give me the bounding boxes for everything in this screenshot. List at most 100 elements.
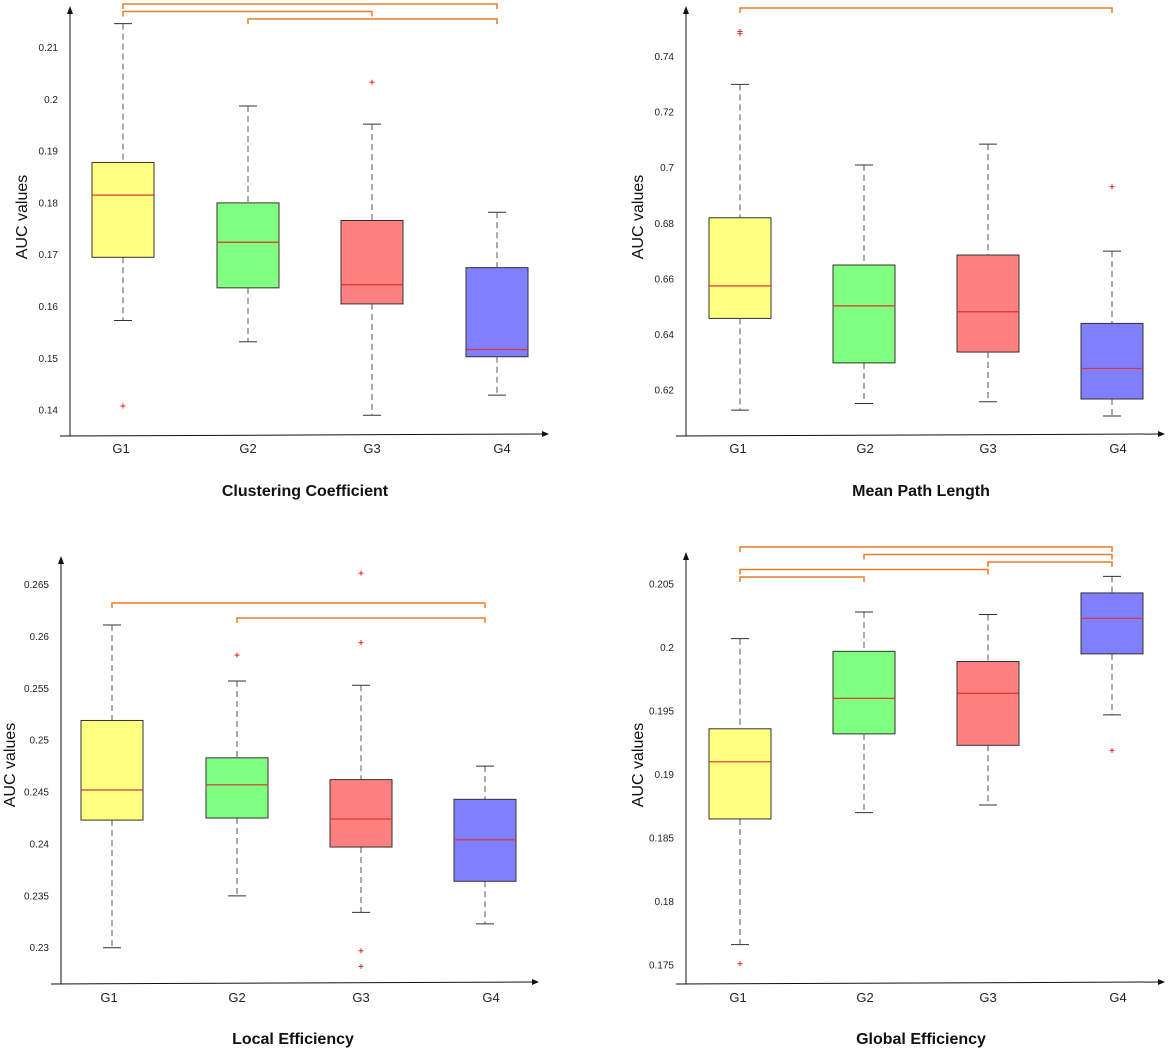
outlier-marker: [1109, 747, 1115, 753]
y-axis-label: AUC values: [2, 723, 19, 807]
y-tick-label: 0.68: [655, 219, 675, 230]
y-axis-arrow: [683, 6, 689, 14]
y-tick-label: 0.245: [24, 788, 49, 799]
x-tick-label: G3: [979, 990, 996, 1005]
box-g3: [956, 254, 1020, 353]
panel-clustering-coefficient: Clustering Coefficient AUC values G1 G2 …: [14, 175, 511, 500]
chart-title: Mean Path Length: [852, 483, 990, 500]
chart-title: Global Efficiency: [856, 1031, 986, 1048]
y-tick-label: 0.24: [30, 839, 50, 850]
y-tick-label: 0.72: [655, 108, 675, 119]
chart-title: Clustering Coefficient: [222, 483, 389, 500]
box-g1: [708, 217, 772, 319]
outlier-marker: [358, 963, 364, 969]
outlier-marker: [1109, 184, 1115, 190]
y-axis-arrow: [58, 556, 64, 564]
panel-local-efficiency: Local Efficiency AUC values G1 G2 G3 G4: [2, 723, 500, 1048]
y-tick-label: 0.26: [30, 632, 50, 643]
box-g4: [1080, 592, 1144, 655]
y-tick-label: 0.15: [39, 354, 59, 365]
x-tick-label: G2: [856, 990, 873, 1005]
x-axis-line: [50, 981, 534, 985]
outlier-marker: [369, 79, 375, 85]
y-tick-label: 0.62: [655, 386, 675, 397]
x-tick-label: G2: [856, 441, 873, 456]
y-tick-label: 0.185: [649, 833, 674, 844]
y-tick-label: 0.23: [30, 943, 50, 954]
x-tick-label: G4: [482, 990, 499, 1005]
x-axis-arrow: [532, 979, 539, 985]
y-tick-label: 0.255: [24, 684, 49, 695]
y-tick-label: 0.205: [649, 580, 674, 591]
box-g4: [465, 267, 529, 358]
y-tick-label: 0.16: [39, 302, 59, 313]
significance-bracket: [739, 576, 865, 582]
y-tick-label: 0.21: [39, 43, 59, 54]
outlier-marker: [358, 948, 364, 954]
plot-area: 0.62 0.64 0.66 0.68 0.7 0.72 0.74: [655, 6, 1165, 437]
y-tick-label: 0.7: [660, 163, 674, 174]
box-g1: [91, 161, 155, 258]
significance-bracket: [247, 18, 498, 24]
plot-area: 0.175 0.18 0.185 0.19 0.195 0.2 0.205: [649, 546, 1165, 985]
box-g2: [216, 202, 280, 289]
significance-bracket: [739, 7, 1113, 13]
outlier-marker: [737, 961, 743, 967]
y-axis-arrow: [683, 552, 689, 560]
y-axis-arrow: [67, 6, 73, 14]
panel-global-efficiency: Global Efficiency AUC values G1 G2 G3 G4: [630, 723, 1127, 1048]
significance-bracket: [236, 617, 486, 623]
y-tick-label: 0.18: [655, 897, 675, 908]
y-axis-label: AUC values: [630, 175, 647, 259]
significance-bracket: [739, 546, 1113, 552]
y-tick-label: 0.74: [655, 52, 675, 63]
significance-bracket: [987, 561, 1113, 567]
significance-bracket: [739, 568, 989, 575]
box-g4: [1080, 322, 1144, 400]
y-axis-label: AUC values: [630, 723, 647, 807]
x-tick-label: G4: [1109, 441, 1126, 456]
y-tick-label: 0.2: [660, 643, 674, 654]
x-axis-arrow: [1158, 431, 1165, 437]
x-tick-label: G3: [979, 441, 996, 456]
panel-mean-path-length: Mean Path Length AUC values G1 G2 G3 G4: [630, 175, 1127, 500]
box-g3: [340, 220, 404, 305]
x-tick-label: G3: [352, 990, 369, 1005]
box-g3: [329, 779, 393, 848]
y-tick-label: 0.18: [39, 198, 59, 209]
box-g2: [205, 757, 269, 819]
x-tick-label: G1: [729, 441, 746, 456]
y-tick-label: 0.14: [39, 406, 59, 417]
y-tick-label: 0.265: [24, 580, 49, 591]
x-axis-line: [675, 981, 1160, 985]
x-axis-line: [675, 433, 1160, 437]
box-g1: [80, 719, 144, 821]
y-tick-label: 0.19: [39, 147, 59, 158]
box-g1: [708, 728, 772, 820]
box-g2: [832, 264, 896, 364]
y-tick-label: 0.175: [649, 960, 674, 971]
outlier-marker: [120, 403, 126, 409]
y-tick-label: 0.235: [24, 891, 49, 902]
significance-bracket: [122, 3, 498, 9]
x-axis-arrow: [1158, 979, 1165, 985]
chart-title: Local Efficiency: [232, 1031, 354, 1048]
x-tick-label: G1: [100, 990, 117, 1005]
outlier-marker: [358, 570, 364, 576]
significance-bracket: [122, 10, 373, 17]
y-axis-label: AUC values: [14, 175, 31, 259]
significance-bracket: [863, 553, 1113, 560]
y-tick-label: 0.66: [655, 274, 675, 285]
x-tick-label: G2: [228, 990, 245, 1005]
y-tick-label: 0.195: [649, 707, 674, 718]
x-axis-arrow: [542, 431, 549, 437]
y-tick-label: 0.17: [39, 250, 59, 261]
box-g3: [956, 660, 1020, 746]
y-tick-label: 0.64: [655, 330, 675, 341]
outlier-marker: [234, 652, 240, 658]
x-tick-label: G2: [239, 441, 256, 456]
plot-area: 0.23 0.235 0.24 0.245 0.25 0.255 0.26 0.265: [24, 556, 539, 985]
outlier-marker: [737, 29, 743, 35]
significance-bracket: [111, 602, 486, 608]
